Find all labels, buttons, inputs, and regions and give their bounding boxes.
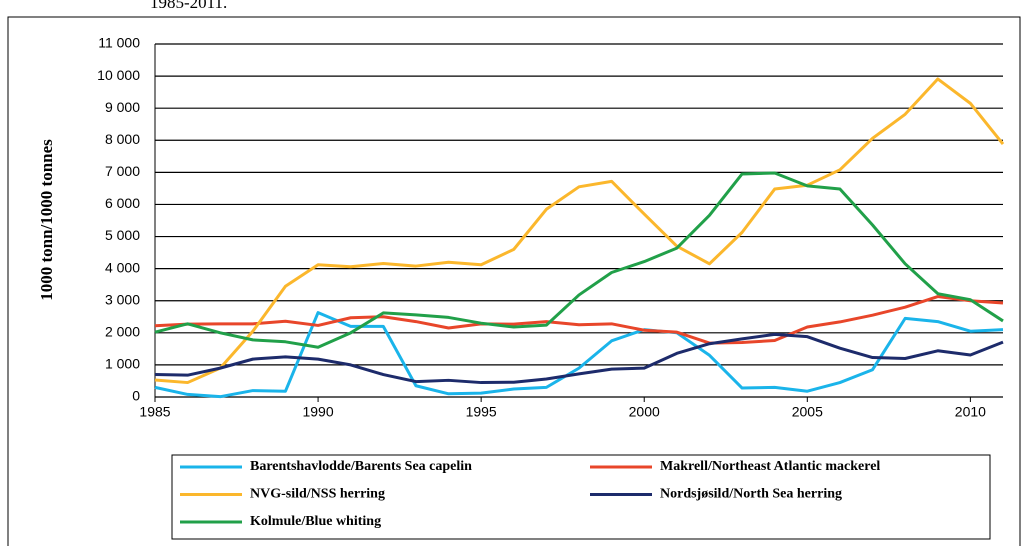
series-line bbox=[154, 171, 1004, 349]
y-axis-label: 1000 tonn/1000 tonnes bbox=[37, 139, 56, 301]
series-line bbox=[154, 77, 1005, 385]
legend-label: Makrell/Northeast Atlantic mackerel bbox=[660, 459, 880, 474]
y-tick-label: 0 bbox=[132, 388, 140, 404]
series-line bbox=[154, 332, 1004, 385]
caption: 1985-2011. bbox=[150, 0, 227, 12]
y-tick-label: 7 000 bbox=[105, 163, 140, 179]
y-tick-label: 2 000 bbox=[105, 324, 140, 340]
legend bbox=[171, 454, 991, 540]
x-tick-label: 1990 bbox=[302, 404, 333, 420]
legend-label: Nordsjøsild/North Sea herring bbox=[660, 487, 842, 502]
x-tick-label: 1985 bbox=[139, 404, 170, 420]
y-tick-label: 8 000 bbox=[105, 131, 140, 147]
y-tick-label: 9 000 bbox=[105, 99, 140, 115]
y-tick-label: 1 000 bbox=[105, 356, 140, 372]
legend-label: NVG-sild/NSS herring bbox=[250, 487, 385, 502]
series-line bbox=[154, 295, 1004, 345]
series-line bbox=[154, 311, 1004, 399]
x-tick-label: 1995 bbox=[466, 404, 497, 420]
y-tick-label: 5 000 bbox=[105, 227, 140, 243]
x-tick-label: 2000 bbox=[629, 404, 660, 420]
y-tick-label: 3 000 bbox=[105, 291, 140, 307]
legend-label: Kolmule/Blue whiting bbox=[250, 514, 381, 529]
y-tick-label: 11 000 bbox=[98, 35, 140, 51]
x-tick-label: 2005 bbox=[792, 404, 823, 420]
x-tick-label: 2010 bbox=[955, 404, 986, 420]
y-tick-label: 4 000 bbox=[105, 259, 140, 275]
y-tick-label: 6 000 bbox=[105, 195, 140, 211]
legend-label: Barentshavlodde/Barents Sea capelin bbox=[250, 459, 472, 474]
frame bbox=[7, 16, 1021, 546]
y-tick-label: 10 000 bbox=[97, 67, 140, 83]
